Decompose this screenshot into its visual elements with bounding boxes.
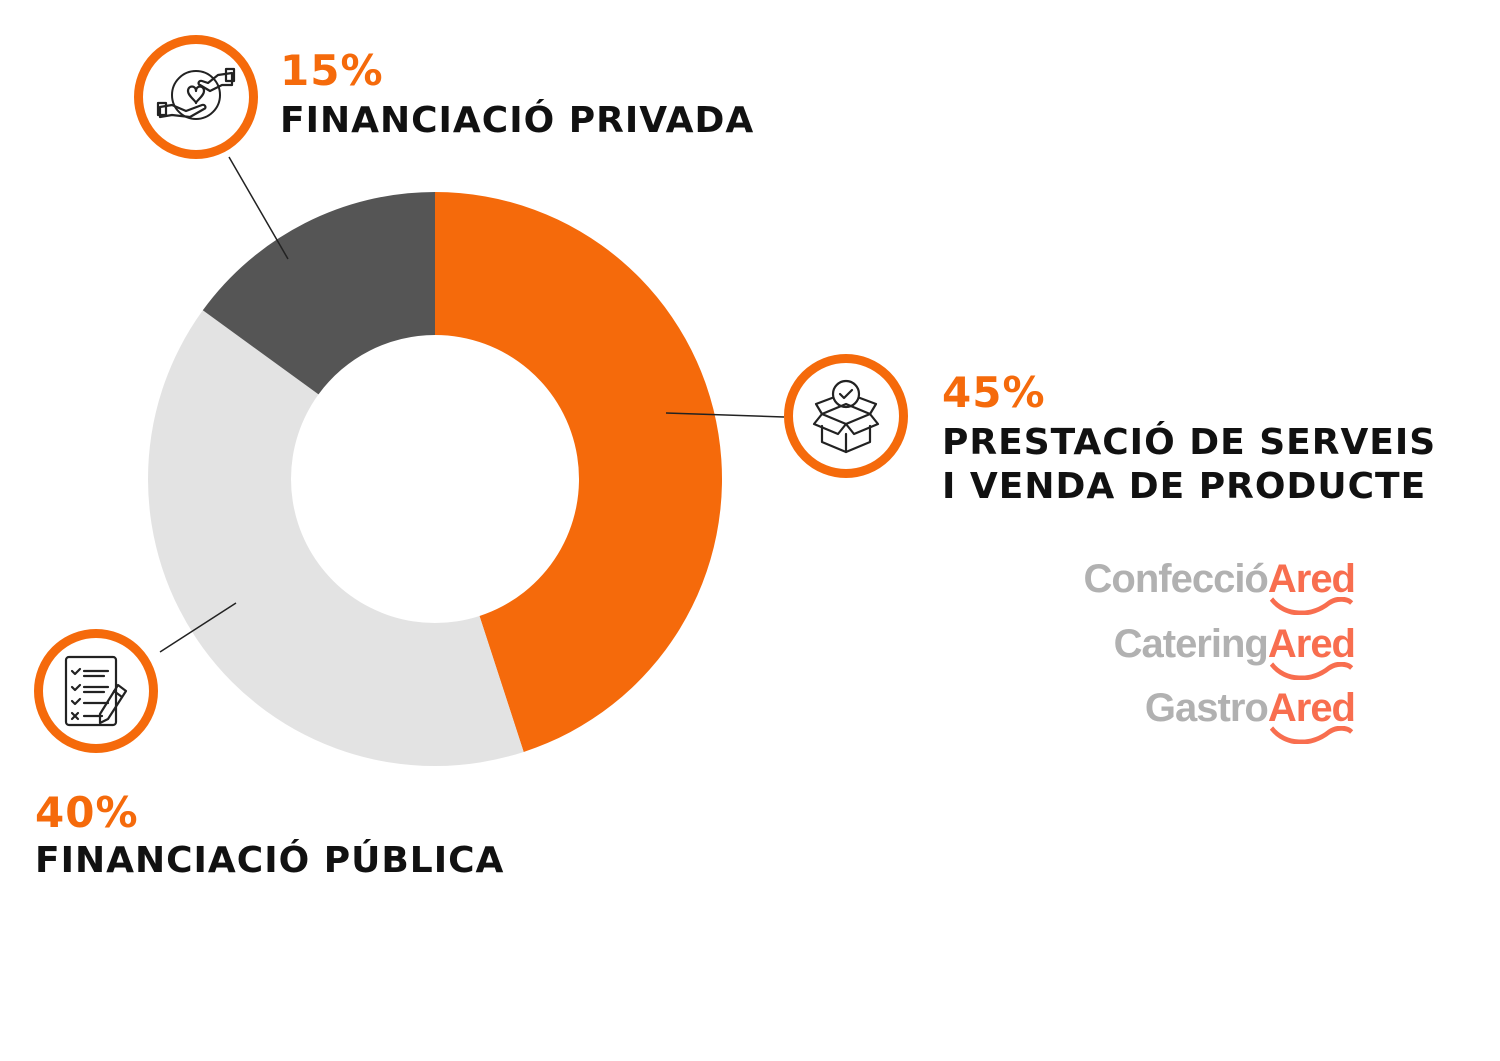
swoosh-icon (1269, 726, 1354, 744)
donut-slice-2 (202, 192, 435, 395)
serveis-percent: 45% (942, 368, 1046, 417)
privada-label: FINANCIACIÓ PRIVADA (280, 100, 755, 141)
swoosh-icon (1269, 597, 1354, 615)
serveis-label-line1: PRESTACIÓ DE SERVEIS (942, 422, 1437, 463)
donut-slice-1 (147, 310, 524, 767)
serveis-icon-badge (784, 354, 908, 478)
serveis-label-line2: I VENDA DE PRODUCTE (942, 466, 1427, 507)
publica-label: FINANCIACIÓ PÚBLICA (35, 840, 505, 881)
swoosh-icon (1269, 662, 1354, 680)
leader-line-publica (159, 602, 237, 653)
brand-ared-text: Ared (1267, 622, 1356, 666)
publica-icon-badge (34, 629, 158, 753)
donut-slices (147, 192, 722, 767)
hands-giving-heart-coin-icon (156, 67, 236, 120)
brand-name-part: Gastro (1144, 686, 1269, 730)
brand-name-part: Catering (1113, 622, 1269, 666)
brand-ared-text: Ared (1267, 686, 1356, 730)
brand-ared-part: Ared (1267, 622, 1356, 680)
brand-ared-text: Ared (1267, 557, 1356, 601)
brand-ared-part: Ared (1267, 557, 1356, 615)
brand-name-part: Confecció (1083, 557, 1269, 601)
brand-logo-confeccio-ared: ConfeccióAred (1083, 557, 1356, 615)
leader-line-serveis (665, 412, 785, 418)
checklist-pencil-icon (64, 655, 128, 727)
donut-slice-0 (435, 192, 722, 752)
open-box-check-icon (812, 379, 880, 454)
privada-percent: 15% (280, 46, 384, 95)
publica-percent: 40% (35, 788, 139, 837)
brand-ared-part: Ared (1267, 686, 1356, 744)
leader-line-privada (228, 156, 289, 260)
brand-logo-catering-ared: CateringAred (1113, 622, 1356, 680)
brand-logo-gastro-ared: GastroAred (1144, 686, 1356, 744)
privada-icon-badge (134, 35, 258, 159)
